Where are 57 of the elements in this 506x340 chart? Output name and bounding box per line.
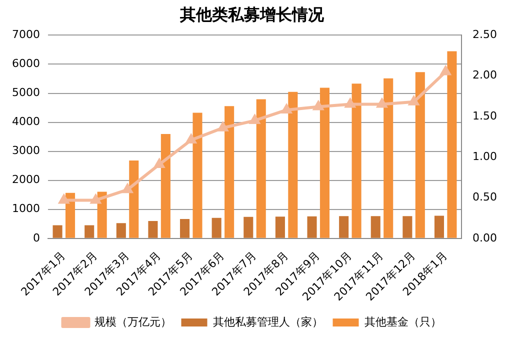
bar [307, 216, 317, 238]
y2-tick-label: 2.00 [472, 68, 498, 82]
point [250, 115, 260, 124]
bar [384, 78, 394, 238]
bar [65, 192, 76, 238]
bar [320, 88, 330, 238]
y2-tick-label: 1.00 [472, 150, 498, 163]
point [218, 122, 228, 132]
bar [52, 225, 62, 238]
bar [288, 92, 298, 238]
legend-label: 其他私募管理人（家） [212, 315, 323, 328]
bar [402, 216, 412, 238]
y-tick-label: 2000 [12, 173, 40, 186]
y2-tick-label: 0.50 [472, 190, 498, 204]
bar [275, 216, 285, 238]
y-tick-label: 5000 [12, 86, 40, 100]
point [408, 96, 419, 106]
bar [256, 99, 266, 238]
point [58, 194, 69, 204]
point [440, 66, 451, 76]
bar [352, 84, 362, 238]
bar [192, 112, 202, 238]
legend-label: 规模（万亿元） [94, 315, 172, 328]
y2-tick-label: 1.50 [472, 109, 498, 122]
y-tick-label: 3000 [12, 144, 40, 158]
bar [148, 221, 158, 238]
point [154, 158, 164, 168]
bar [180, 218, 190, 238]
point [90, 194, 101, 204]
legend-label: 其他基金（只） [364, 315, 442, 328]
y2-tick-label: 0.00 [472, 231, 498, 244]
bar [447, 51, 457, 238]
y2-tick-label: 2.50 [472, 28, 498, 42]
y-tick-label: 1000 [12, 202, 40, 216]
bar [370, 216, 380, 238]
point [313, 101, 324, 110]
bar [129, 160, 139, 238]
bar [434, 216, 444, 238]
y-tick-label: 7000 [12, 28, 40, 42]
y-tick-label: 0 [32, 231, 40, 244]
point [377, 98, 387, 108]
point [186, 134, 196, 144]
bar [84, 225, 94, 238]
bar [224, 106, 234, 238]
bar [212, 218, 222, 238]
y-tick-label: 4000 [12, 115, 40, 128]
bar [339, 216, 349, 238]
bar [244, 216, 254, 238]
point [282, 104, 292, 114]
bar [415, 72, 425, 238]
chart-title: 其他类私募增长情况 [179, 4, 325, 24]
point [345, 98, 356, 108]
bar [160, 134, 170, 238]
bar [116, 223, 126, 238]
bar [97, 192, 107, 238]
point [122, 184, 132, 194]
y-tick-label: 6000 [12, 57, 40, 70]
